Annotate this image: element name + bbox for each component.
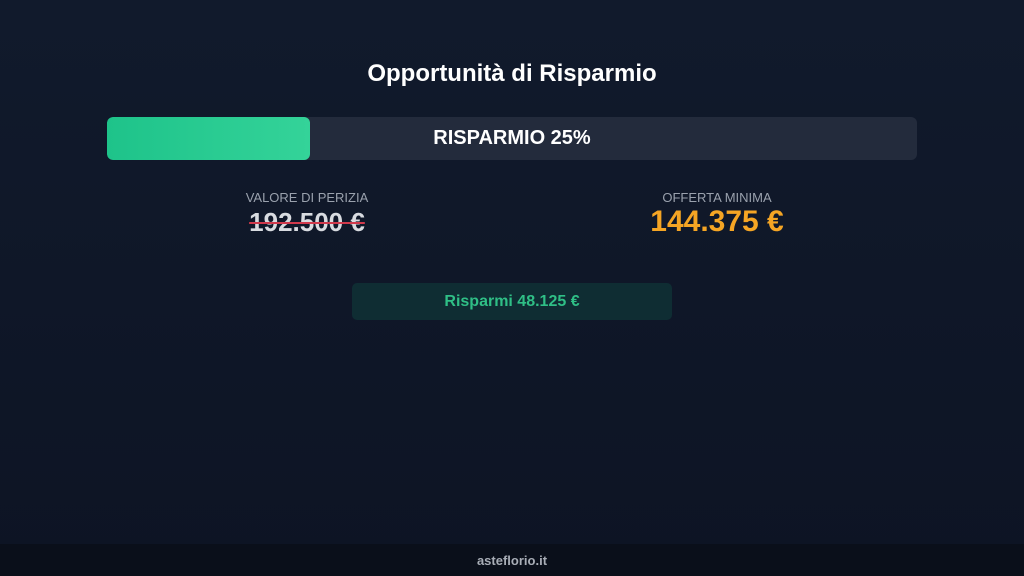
offerta-label: OFFERTA MINIMA — [662, 190, 772, 205]
progress-fill — [107, 117, 310, 160]
savings-badge: Risparmi 48.125 € — [352, 283, 672, 320]
valore-value: 192.500 € — [249, 207, 365, 237]
offerta-value: 144.375 € — [650, 205, 784, 238]
footer-site: asteflorio.it — [0, 544, 1024, 576]
savings-progress-bar: RISPARMIO 25% — [107, 117, 917, 160]
progress-label: RISPARMIO 25% — [433, 127, 591, 149]
page-title: Opportunità di Risparmio — [367, 60, 657, 87]
valore-perizia: VALORE DI PERIZIA 192.500 € — [157, 190, 457, 238]
offerta-minima: OFFERTA MINIMA 144.375 € — [567, 190, 867, 239]
valore-label: VALORE DI PERIZIA — [245, 190, 369, 205]
